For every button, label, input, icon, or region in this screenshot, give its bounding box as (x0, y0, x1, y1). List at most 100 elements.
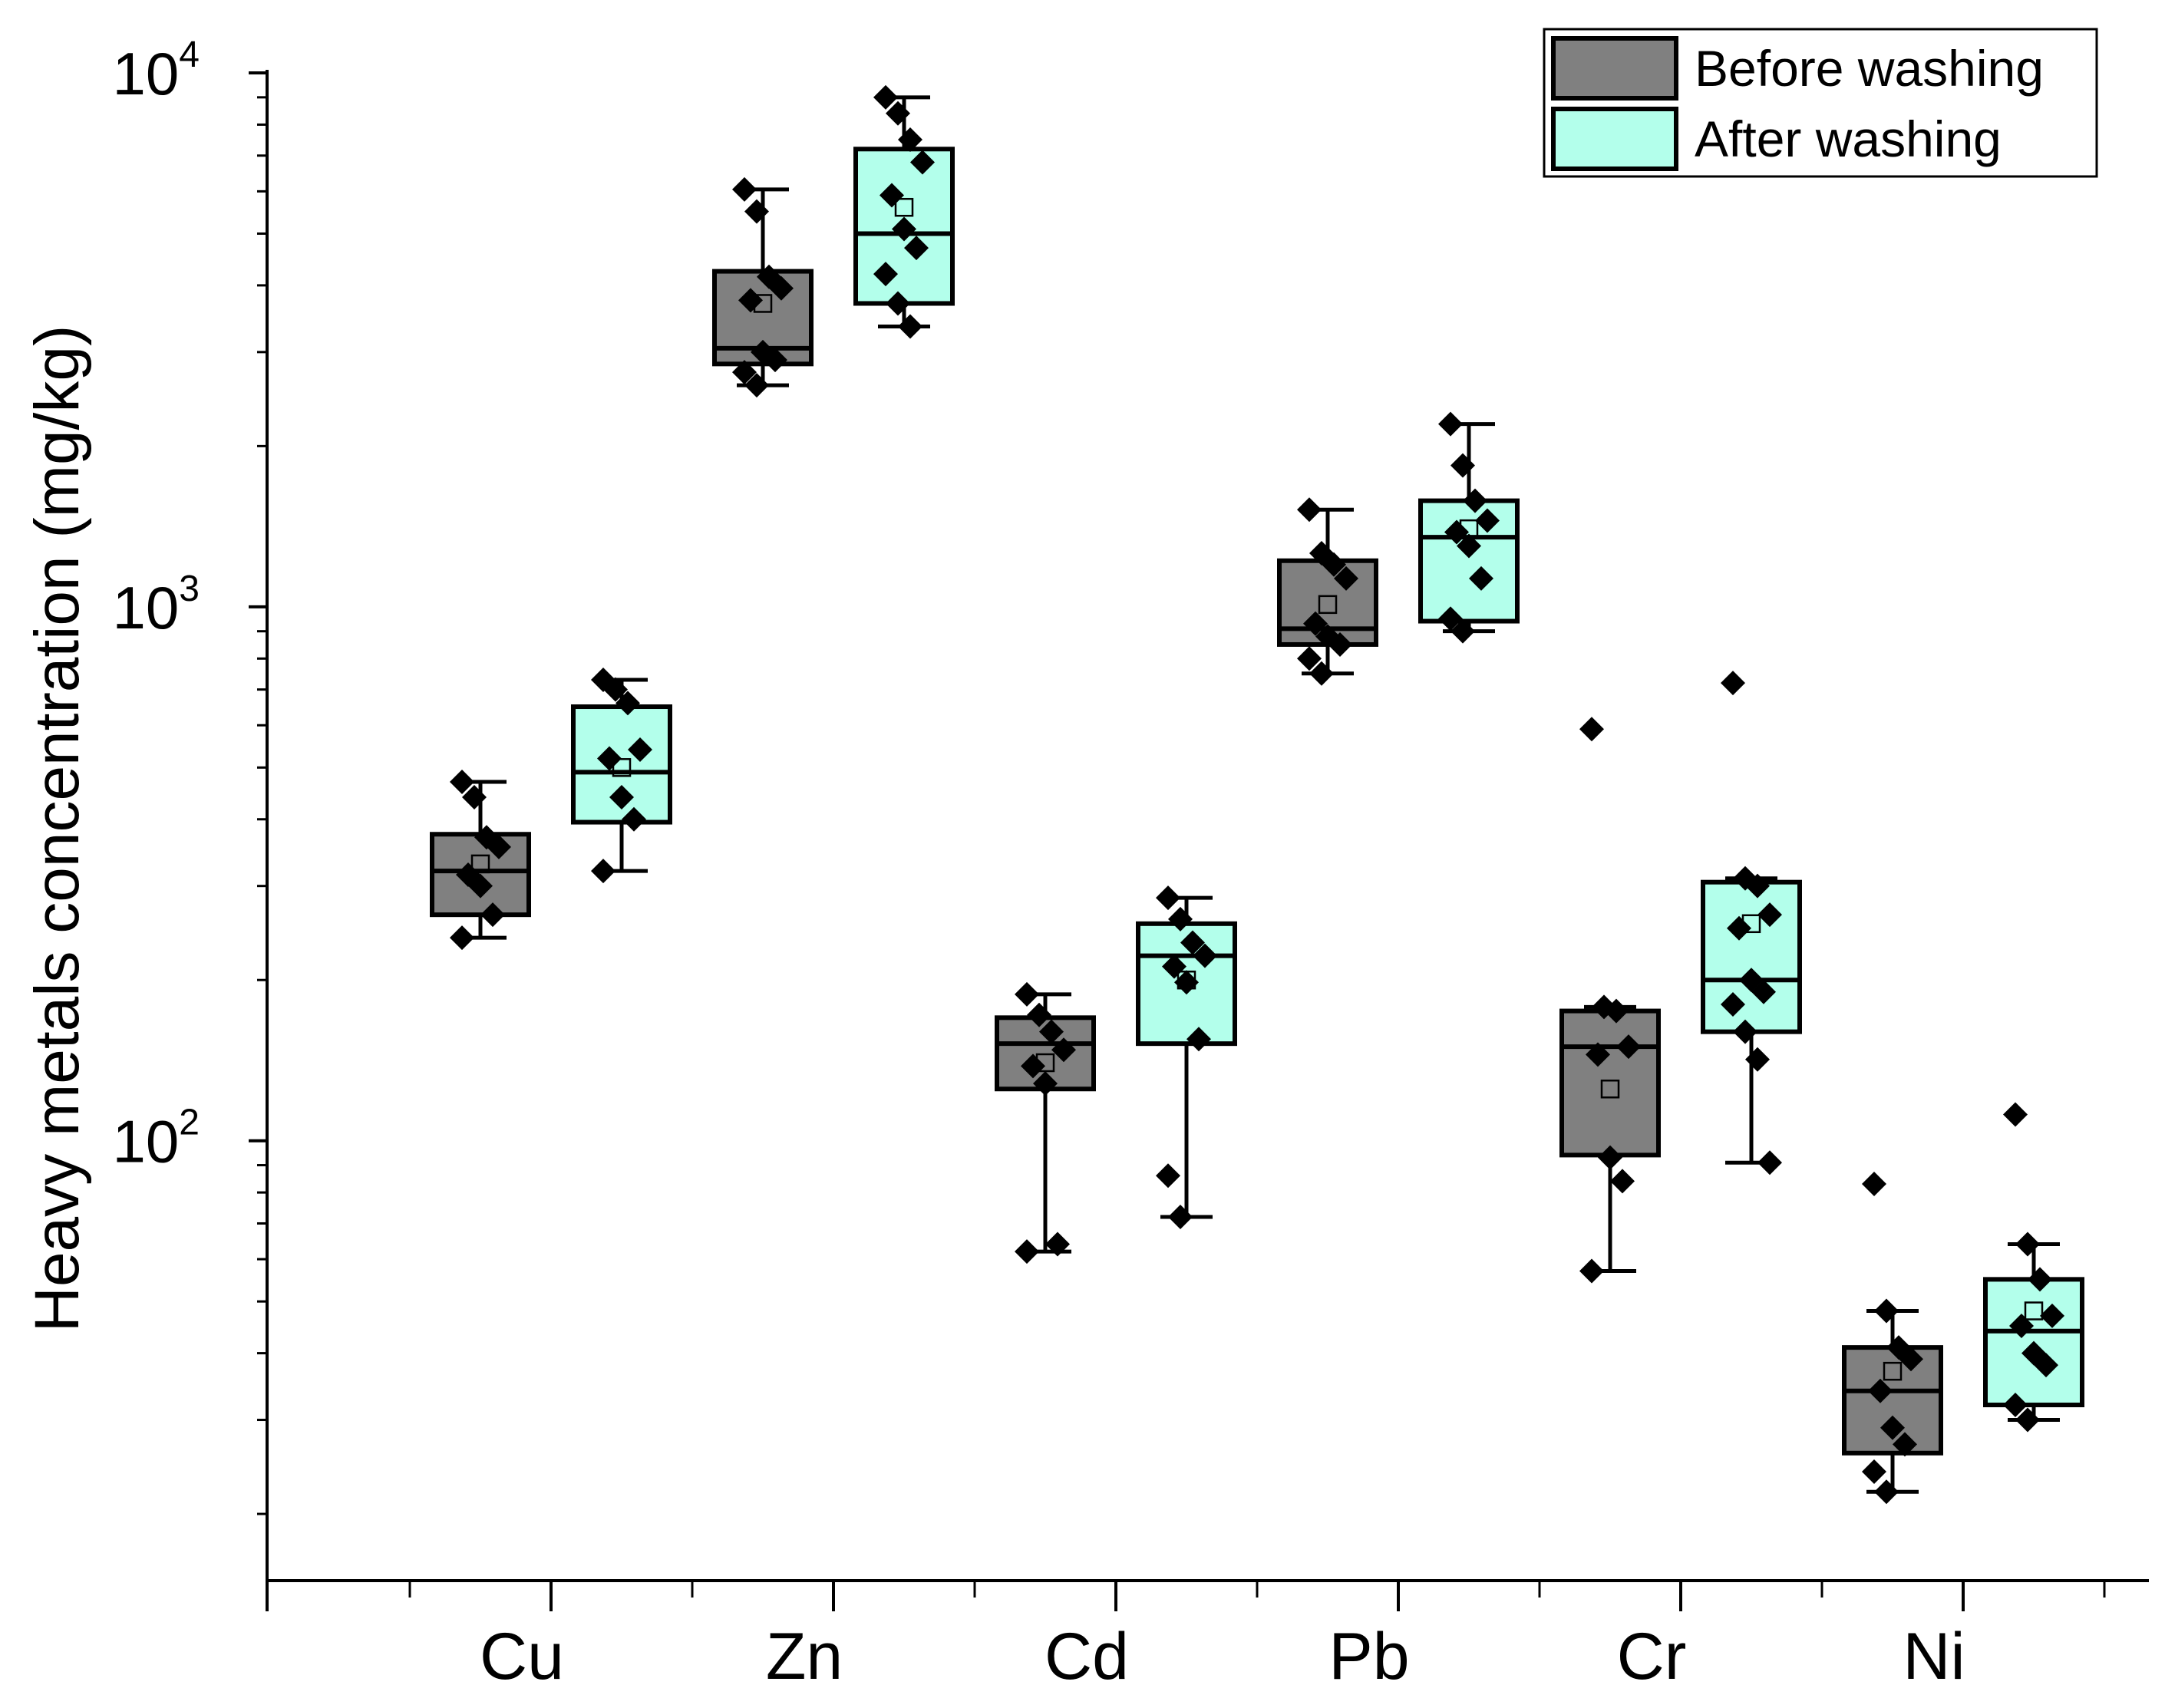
data-point-pb-after (1438, 606, 1463, 631)
data-point-cr-before (1610, 1169, 1635, 1194)
data-point-pb-after (1457, 533, 1481, 559)
data-point-cu-after (622, 806, 646, 832)
data-point-cu-before (480, 902, 505, 928)
data-point-cr-after (1745, 873, 1770, 899)
x-category-label-cu: Cu (480, 1620, 564, 1693)
data-point-ni-after (2034, 1353, 2058, 1378)
data-point-cd-before (1033, 1071, 1058, 1096)
data-point-cd-before (1015, 1239, 1039, 1265)
mean-marker (894, 197, 914, 217)
data-point-zn-after (892, 216, 916, 242)
y-tick-exponent: 4 (179, 35, 200, 75)
data-point-cd-before (1039, 1019, 1064, 1044)
data-point-cd-after (1168, 906, 1193, 931)
data-point-zn-after (904, 236, 929, 261)
mean-marker (1318, 595, 1338, 615)
data-point-pb-after (1444, 519, 1469, 545)
box-cr-before (1559, 1008, 1661, 1158)
data-point-zn-after (886, 101, 910, 126)
data-point-cr-before (1604, 998, 1629, 1024)
data-point-zn-before (744, 199, 769, 224)
data-point-cu-before (450, 925, 474, 951)
data-point-ni-after (2040, 1303, 2064, 1328)
data-point-ni-before (1899, 1347, 1923, 1372)
y-tick-label: 102 (113, 1103, 200, 1175)
data-point-zn-before (744, 373, 769, 398)
data-point-pb-after (1450, 618, 1475, 644)
box-group-pb-before (1277, 507, 1378, 676)
data-point-zn-before (732, 360, 757, 385)
data-point-pb-after (1469, 565, 1493, 591)
data-point-pb-after (1463, 488, 1487, 513)
box-group-ni-before (1842, 1308, 1943, 1494)
box-group-pb-after (1418, 422, 1520, 634)
data-point-cd-before (1021, 1053, 1045, 1079)
data-point-cd-after (1162, 954, 1186, 979)
data-point-cu-before (450, 770, 474, 795)
data-point-ni-before (1868, 1378, 1893, 1403)
data-point-cu-after (603, 677, 628, 702)
y-tick-label: 104 (113, 35, 200, 107)
y-tick-label: 103 (113, 569, 200, 641)
data-point-cr-before (1598, 1145, 1622, 1170)
legend-label-before: Before washing (1695, 40, 2044, 97)
data-point-cu-before (468, 873, 493, 899)
data-point-zn-after (898, 127, 922, 152)
box-group-zn-after (853, 95, 955, 328)
data-point-cr-before (1579, 1258, 1604, 1284)
data-point-pb-before (1322, 552, 1346, 577)
data-point-cd-after (1174, 970, 1199, 995)
data-point-ni-after (2003, 1102, 2028, 1127)
data-point-cr-after (1757, 902, 1782, 928)
x-category-label-ni: Ni (1903, 1620, 1965, 1693)
data-point-zn-after (886, 291, 910, 316)
data-point-cu-after (591, 859, 616, 884)
data-point-cr-after (1733, 1019, 1757, 1044)
data-point-pb-after (1475, 508, 1500, 533)
data-point-cd-before (1045, 1232, 1070, 1257)
mean-marker (2024, 1301, 2044, 1321)
mean-marker (1883, 1361, 1903, 1381)
x-category-label-zn: Zn (766, 1620, 843, 1693)
legend-label-after: After washing (1695, 110, 2002, 167)
data-point-zn-before (738, 288, 763, 313)
data-point-zn-before (763, 348, 787, 373)
data-point-zn-after (880, 183, 904, 208)
data-point-pb-before (1297, 497, 1322, 523)
y-tick-exponent: 3 (179, 569, 200, 609)
data-point-zn-after (873, 84, 898, 110)
data-point-cd-before (1015, 981, 1039, 1007)
data-point-cr-before (1616, 1034, 1641, 1060)
data-point-cd-after (1156, 1163, 1180, 1189)
data-point-cd-before (1051, 1037, 1076, 1063)
data-point-cr-after (1745, 1047, 1770, 1072)
data-point-ni-before (1862, 1171, 1886, 1196)
data-point-cr-after (1721, 992, 1745, 1017)
box-group-cr-before (1559, 1004, 1661, 1274)
data-point-cd-after (1186, 1027, 1211, 1052)
data-point-ni-before (1862, 1459, 1886, 1484)
data-point-ni-before (1874, 1479, 1899, 1505)
data-point-ni-after (2015, 1232, 2040, 1257)
data-point-cu-after (628, 737, 652, 763)
data-point-pb-before (1303, 611, 1328, 636)
x-category-label-cd: Cd (1045, 1620, 1129, 1693)
x-category-label-cr: Cr (1617, 1620, 1687, 1693)
data-point-ni-before (1893, 1432, 1917, 1457)
data-point-cu-after (597, 746, 622, 771)
box-group-cr-after (1701, 876, 1802, 1165)
box-zn-after (853, 147, 955, 306)
mean-marker (612, 758, 632, 777)
data-point-cu-before (487, 834, 511, 859)
data-point-pb-after (1438, 411, 1463, 437)
data-point-ni-after (2028, 1267, 2052, 1292)
data-point-zn-after (910, 150, 935, 175)
data-point-zn-before (769, 275, 794, 301)
data-point-ni-before (1874, 1298, 1899, 1324)
mean-marker (1600, 1080, 1620, 1099)
legend-swatch-before (1551, 36, 1678, 101)
data-point-zn-after (898, 314, 922, 339)
x-category-label-pb: Pb (1328, 1620, 1409, 1693)
